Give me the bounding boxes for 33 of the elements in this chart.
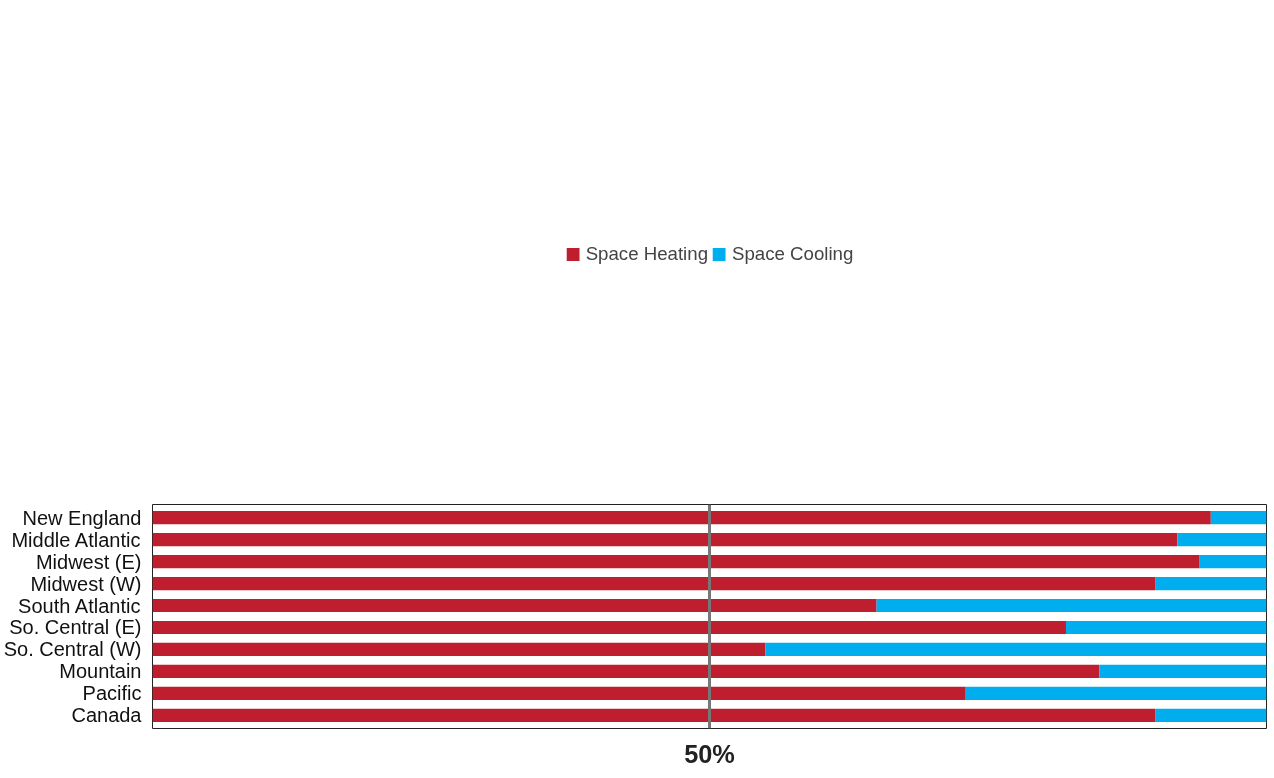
bar — [152, 664, 1100, 678]
y-tick-label: Canada — [71, 704, 143, 727]
bar — [876, 598, 1267, 613]
bar — [1099, 664, 1267, 678]
y-tick-label: So. Central (W) — [3, 638, 142, 661]
legend-label: Space Heating — [585, 243, 709, 265]
bar — [1199, 555, 1267, 569]
bar — [765, 642, 1267, 657]
y-tick-label: Middle Atlantic — [11, 528, 141, 551]
y-tick-label: Midwest (W) — [30, 572, 142, 595]
bar — [1177, 533, 1267, 547]
bar — [1155, 708, 1267, 722]
bar — [1065, 620, 1267, 635]
legend-label: Space Cooling — [732, 243, 854, 265]
y-tick-label: Pacific — [82, 682, 142, 705]
bar — [152, 533, 1178, 547]
y-tick-label: South Atlantic — [18, 594, 141, 617]
bar — [1210, 511, 1267, 525]
bar — [152, 576, 1156, 591]
bar — [152, 511, 1211, 525]
bar — [152, 598, 877, 613]
bar — [152, 686, 966, 700]
y-tick-label: New England — [22, 506, 142, 529]
y-tick-label: Mountain — [59, 660, 142, 683]
y-tick-label: So. Central (E) — [9, 616, 142, 639]
bar — [152, 708, 1156, 722]
bar — [152, 555, 1200, 569]
ref-line-label: 50% — [684, 739, 735, 768]
bar — [965, 686, 1267, 700]
y-tick-label: Midwest (E) — [35, 550, 142, 573]
bar — [1155, 576, 1267, 591]
bar — [152, 620, 1066, 635]
bar — [152, 642, 766, 657]
